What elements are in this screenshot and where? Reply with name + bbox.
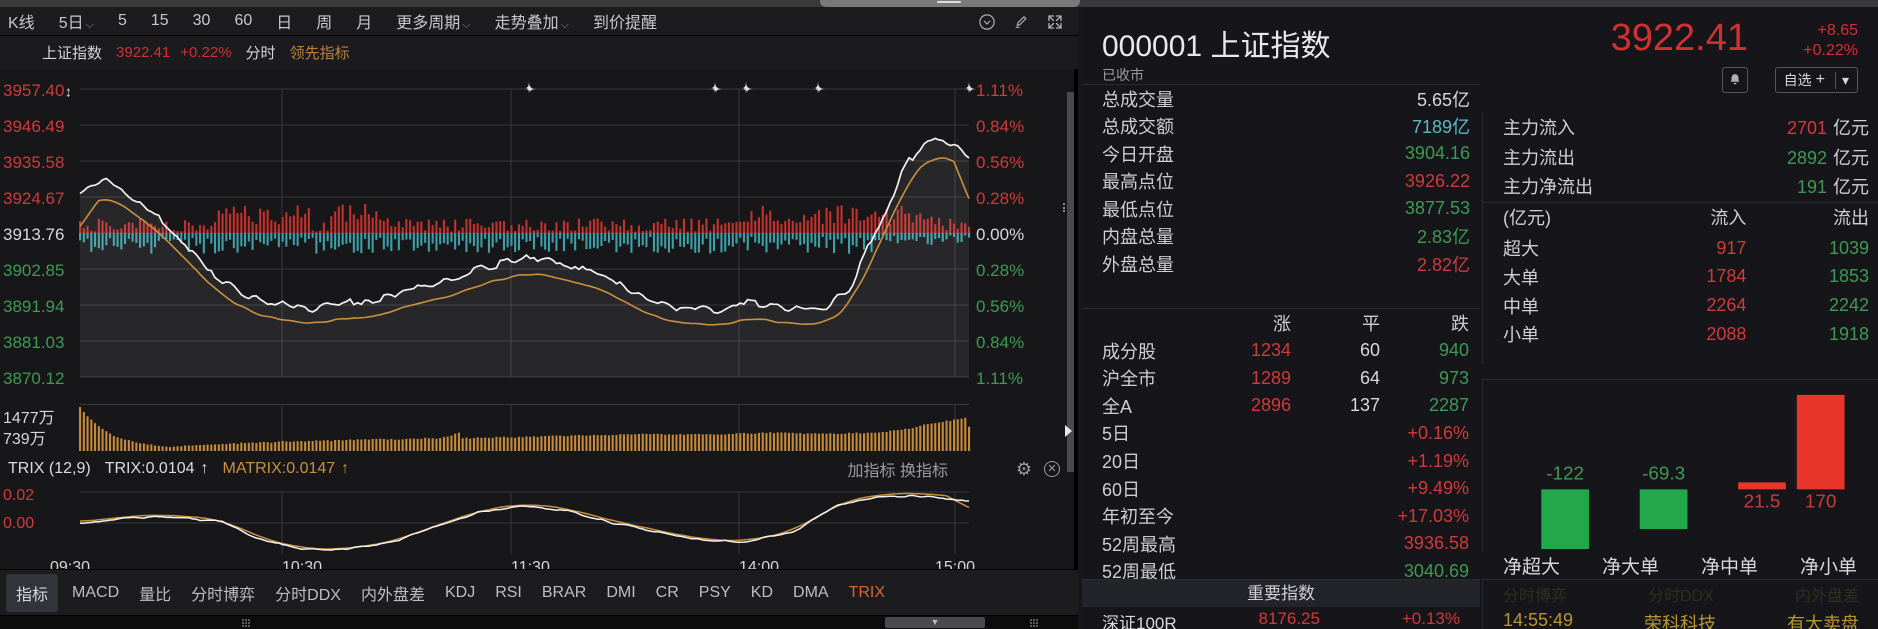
svg-text:170: 170 — [1805, 491, 1837, 512]
svg-text:-122: -122 — [1546, 463, 1584, 484]
svg-text:-69.3: -69.3 — [1642, 463, 1685, 484]
svg-text:21.5: 21.5 — [1744, 491, 1781, 512]
